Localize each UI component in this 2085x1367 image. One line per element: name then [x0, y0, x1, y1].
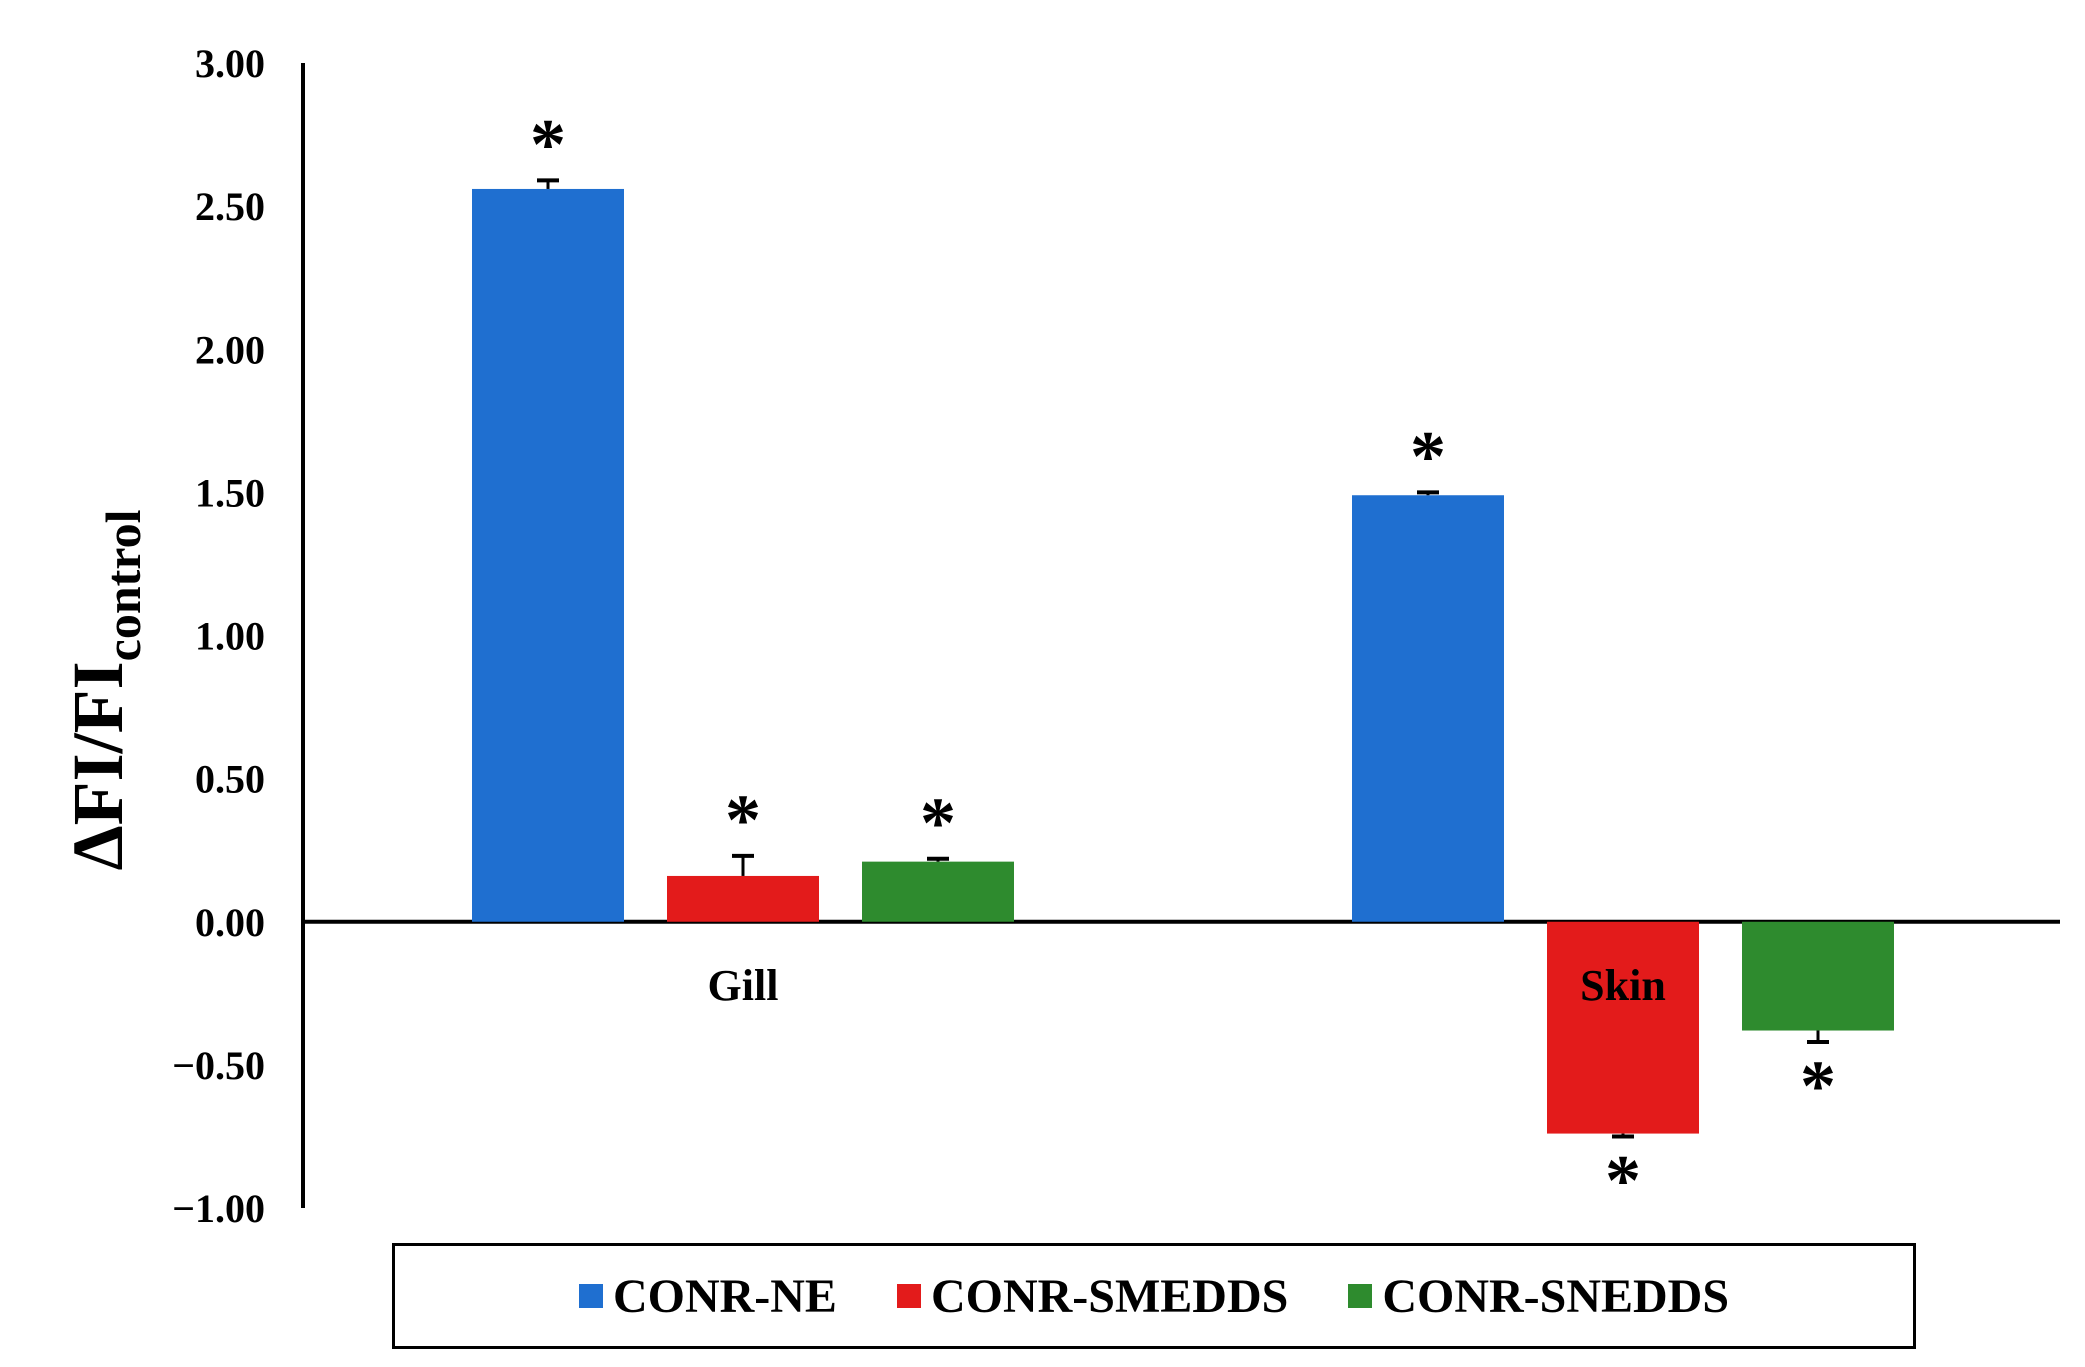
significance-mark: *	[1410, 416, 1446, 496]
bars	[472, 178, 1894, 1139]
legend-label: CONR-NE	[612, 1269, 837, 1323]
legend-swatch	[1348, 1284, 1373, 1308]
legend-label: CONR-SNEDDS	[1382, 1269, 1730, 1323]
y-axis-label-main: ΔFI/FI	[58, 661, 138, 870]
labels: −1.00 −0.50 0.00 0.50 1.00 1.50 2.00 2.50 3.00 * *…	[172, 41, 1836, 1231]
legend: CONR-NE CONR-SMEDDS CONR-SNEDDS	[392, 1243, 1916, 1349]
category-label: Gill	[708, 961, 779, 1010]
bar	[1352, 495, 1504, 922]
legend-label: CONR-SMEDDS	[930, 1269, 1289, 1323]
legend-swatch	[578, 1284, 603, 1308]
y-tick-label: 0.00	[195, 900, 265, 945]
y-tick-label: 3.00	[195, 41, 265, 86]
y-tick-label: −0.50	[172, 1043, 265, 1088]
category-label: Skin	[1580, 961, 1666, 1010]
legend-swatch	[896, 1284, 921, 1308]
y-tick-label: 1.00	[195, 614, 265, 659]
y-tick-label: 0.50	[195, 757, 265, 802]
legend-item: CONR-SNEDDS	[1348, 1269, 1729, 1324]
y-tick-label: 2.00	[195, 327, 265, 372]
bar	[667, 875, 819, 922]
significance-mark: *	[920, 783, 956, 863]
legend-item: CONR-SMEDDS	[896, 1269, 1289, 1324]
y-tick-label: 2.50	[195, 184, 265, 229]
bar	[862, 861, 1014, 922]
significance-mark: *	[1605, 1140, 1641, 1220]
significance-mark: *	[725, 780, 761, 860]
y-axis-label: ΔFI/FIcontrol	[58, 509, 151, 870]
y-tick-label: −1.00	[172, 1186, 265, 1231]
bar	[1742, 921, 1894, 1031]
legend-item: CONR-NE	[578, 1269, 837, 1324]
y-tick-label: 1.50	[195, 470, 265, 515]
bar	[472, 188, 624, 922]
y-axis-label-subscript: control	[95, 509, 151, 661]
bar	[1547, 921, 1699, 1134]
significance-mark: *	[1800, 1046, 1836, 1126]
significance-mark: *	[530, 104, 566, 184]
